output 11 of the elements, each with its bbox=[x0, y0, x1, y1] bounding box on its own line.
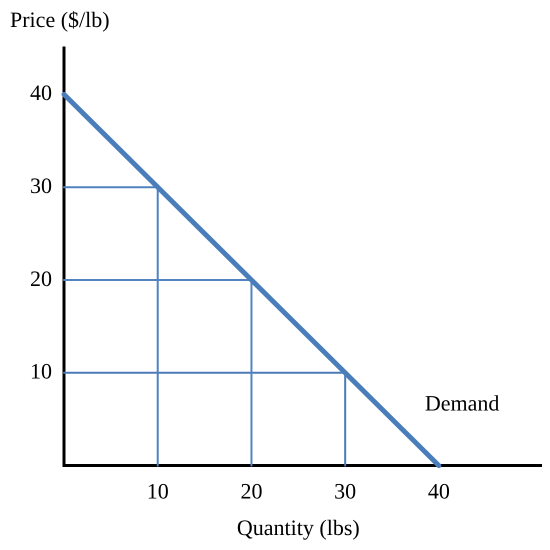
series-label: Demand bbox=[424, 390, 500, 416]
x-tick-label: 40 bbox=[428, 478, 450, 504]
x-tick-label: 10 bbox=[146, 478, 169, 504]
x-tick-label: 20 bbox=[240, 478, 262, 504]
y-tick-label: 10 bbox=[30, 358, 52, 384]
y-tick-label: 20 bbox=[30, 266, 52, 291]
y-axis-title: Price ($/lb) bbox=[10, 6, 110, 32]
y-tick-label: 40 bbox=[30, 80, 52, 106]
y-tick-label: 30 bbox=[30, 172, 52, 198]
x-axis-title: Quantity (lbs) bbox=[236, 514, 360, 540]
x-tick-label: 30 bbox=[334, 478, 356, 504]
